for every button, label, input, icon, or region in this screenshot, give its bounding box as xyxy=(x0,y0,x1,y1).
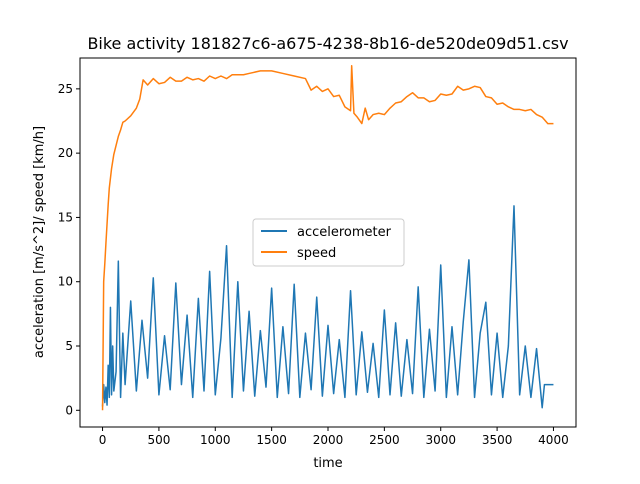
x-tick-label: 2500 xyxy=(369,433,400,447)
y-tick-label: 10 xyxy=(58,275,73,289)
x-tick-label: 500 xyxy=(147,433,170,447)
x-tick-label: 2000 xyxy=(313,433,344,447)
series-line-speed xyxy=(101,64,554,411)
series-layer xyxy=(101,64,554,411)
x-tick-label: 1000 xyxy=(200,433,231,447)
series-line-accelerometer xyxy=(101,205,554,409)
y-tick-label: 20 xyxy=(58,146,73,160)
y-tick-label: 25 xyxy=(58,82,73,96)
y-tick-label: 5 xyxy=(65,339,73,353)
legend-label-speed: speed xyxy=(297,246,336,261)
x-axis-label: time xyxy=(313,456,342,471)
chart-title: Bike activity 181827c6-a675-4238-8b16-de… xyxy=(87,34,568,53)
y-axis-label: acceleration [m/s^2]/ speed [km/h] xyxy=(32,126,47,358)
x-tick-label: 0 xyxy=(99,433,107,447)
x-tick-label: 1500 xyxy=(256,433,287,447)
y-tick-label: 15 xyxy=(58,210,73,224)
legend-label-accelerometer: accelerometer xyxy=(297,225,392,240)
x-tick-label: 4000 xyxy=(538,433,569,447)
plot-area: 0 500 1000 1500 2000 2500 3000 3500 4000 0 5 10 15 2… xyxy=(58,57,577,447)
x-axis-ticks: 0 500 1000 1500 2000 2500 3000 3500 4000 xyxy=(99,427,569,447)
legend: accelerometer speed xyxy=(252,218,405,267)
y-axis-ticks: 0 5 10 15 20 25 xyxy=(58,82,80,417)
y-tick-label: 0 xyxy=(65,403,73,417)
x-tick-label: 3000 xyxy=(425,433,456,447)
x-tick-label: 3500 xyxy=(482,433,513,447)
legend-box xyxy=(252,218,405,267)
